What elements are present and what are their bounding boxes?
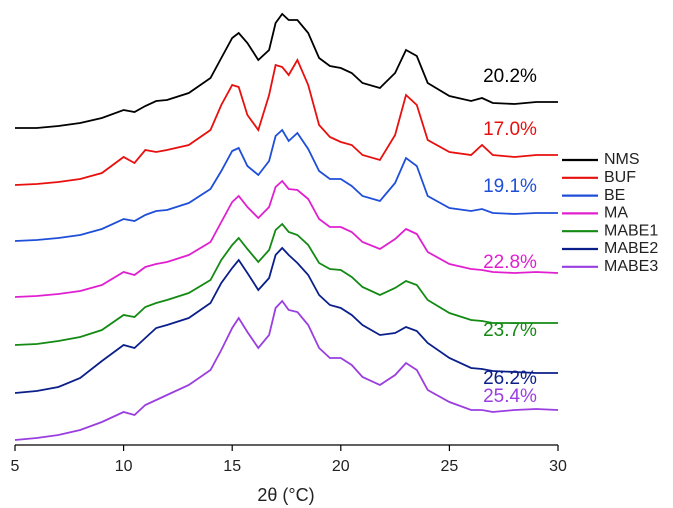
series-line xyxy=(14,58,558,186)
series-line xyxy=(14,128,558,242)
legend-label: MABE1 xyxy=(604,222,658,239)
legend-label: BUF xyxy=(604,169,636,186)
legend-label: MABE3 xyxy=(604,258,658,275)
legend-label: BE xyxy=(604,187,625,204)
series-line xyxy=(14,179,559,298)
x-tick-label: 20 xyxy=(332,458,350,475)
series-line xyxy=(14,246,558,394)
annotation: 25.4% xyxy=(483,386,537,407)
x-tick-label: 5 xyxy=(11,458,20,475)
series-line xyxy=(14,299,559,441)
legend-label: NMS xyxy=(604,151,640,168)
legend-label: MABE2 xyxy=(604,240,658,257)
legend-label: MA xyxy=(604,205,628,222)
x-tick-label: 30 xyxy=(549,458,567,475)
annotation: 20.2% xyxy=(483,66,537,87)
x-tick-label: 10 xyxy=(115,458,133,475)
x-axis-label: 2θ (°C) xyxy=(257,485,314,505)
x-tick-label: 25 xyxy=(441,458,459,475)
annotation: 26.2% xyxy=(483,368,537,389)
x-tick-label: 15 xyxy=(223,458,241,475)
series-line xyxy=(15,12,558,129)
annotation: 17.0% xyxy=(483,119,537,140)
annotation: 19.1% xyxy=(483,176,537,197)
annotation: 23.7% xyxy=(483,320,537,341)
series-line xyxy=(14,222,558,346)
annotation: 22.8% xyxy=(483,252,537,273)
